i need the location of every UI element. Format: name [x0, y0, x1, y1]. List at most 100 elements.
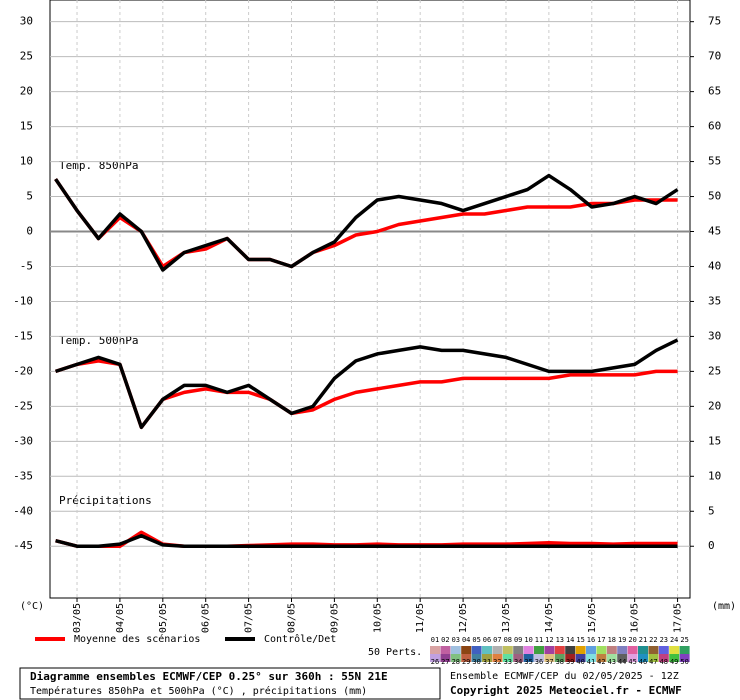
y2-tick-label: 10 — [708, 469, 721, 482]
perturbation-label: 09 — [514, 636, 522, 644]
perturbation-label: 15 — [576, 636, 584, 644]
perturbation-swatch — [482, 646, 492, 654]
perturbation-swatch — [461, 654, 472, 662]
perturbation-swatch — [534, 654, 544, 662]
footer-title: Diagramme ensembles ECMWF/CEP 0.25° sur … — [30, 670, 388, 683]
y2-tick-label: 20 — [708, 399, 721, 412]
x-tick-label: 12/05 — [458, 603, 469, 633]
perturbation-label: 03 — [452, 636, 460, 644]
perturbation-label: 08 — [504, 636, 512, 644]
perturbation-label: 06 — [483, 636, 491, 644]
perturbation-swatch — [440, 646, 451, 654]
perturbation-swatch — [586, 654, 596, 662]
y2-tick-label: 25 — [708, 364, 721, 377]
y-unit: (°C) — [20, 601, 44, 612]
x-tick-label: 13/05 — [501, 603, 512, 633]
perturbation-swatch — [565, 654, 576, 662]
perturbation-label: 05 — [472, 636, 480, 644]
perturbation-swatch — [679, 646, 690, 654]
perturbation-swatch — [534, 646, 544, 654]
legend-label: Moyenne des scénarios — [74, 633, 200, 645]
perturbation-label: 24 — [670, 636, 678, 644]
y-tick-label: -30 — [13, 434, 33, 447]
y-tick-label: 0 — [26, 225, 33, 238]
perturbation-swatch — [575, 646, 586, 654]
footer-subtitle: Températures 850hPa et 500hPa (°C) , pré… — [30, 685, 367, 697]
footer-run: Ensemble ECMWF/CEP du 02/05/2025 - 12Z — [450, 671, 679, 682]
perturbation-swatch — [575, 654, 586, 662]
panel-label: Temp. 500hPa — [59, 334, 138, 347]
x-tick-label: 11/05 — [415, 603, 426, 633]
y2-tick-label: 75 — [708, 15, 721, 28]
perturbation-swatch — [492, 646, 503, 654]
perturbation-label: 49 — [670, 658, 678, 666]
perturbation-label: 30 — [472, 658, 480, 666]
legend-label: Contrôle/Det — [264, 633, 336, 645]
perturbation-swatch — [471, 654, 482, 662]
perturbation-swatch — [461, 646, 472, 654]
y-tick-label: 20 — [20, 85, 33, 98]
y-tick-label: -40 — [13, 504, 33, 517]
perturbation-label: 31 — [483, 658, 491, 666]
perturbation-label: 47 — [649, 658, 657, 666]
y-tick-label: 30 — [20, 15, 33, 28]
y-tick-label: -15 — [13, 329, 33, 342]
perturbation-swatch — [679, 654, 690, 662]
y2-tick-label: 65 — [708, 85, 721, 98]
x-tick-label: 08/05 — [287, 603, 298, 633]
perturbation-swatch — [627, 646, 638, 654]
perturbation-swatch — [492, 654, 503, 662]
y-tick-label: 5 — [26, 190, 33, 203]
perturbation-label: 14 — [566, 636, 574, 644]
perturbation-swatch — [638, 654, 648, 662]
perturbation-swatch — [513, 646, 524, 654]
footer-box — [19, 667, 441, 700]
y2-tick-label: 35 — [708, 294, 721, 307]
perturbation-label: 41 — [587, 658, 595, 666]
perturbation-swatch — [627, 654, 638, 662]
perturbation-swatch — [502, 654, 513, 662]
perturbation-swatch — [554, 654, 565, 662]
perturbation-swatch — [544, 654, 555, 662]
perturbation-swatch — [586, 646, 596, 654]
perturbation-swatch — [606, 654, 617, 662]
perturbation-swatch — [669, 654, 680, 662]
series-line — [55, 534, 678, 548]
perturbation-label: 18 — [608, 636, 616, 644]
perturbation-label: 12 — [545, 636, 553, 644]
y2-tick-label: 40 — [708, 259, 721, 272]
perturbation-label: 19 — [618, 636, 626, 644]
panel-label: Précipitations — [59, 494, 152, 507]
perturbation-label: 28 — [452, 658, 460, 666]
y2-tick-label: 55 — [708, 155, 721, 168]
y-tick-label: 25 — [20, 50, 33, 63]
y-tick-label: 10 — [20, 155, 33, 168]
y2-tick-label: 15 — [708, 434, 721, 447]
y-tick-label: -35 — [13, 469, 33, 482]
perturbation-label: 34 — [514, 658, 522, 666]
perturbation-label: 25 — [680, 636, 688, 644]
perturbation-label: 17 — [597, 636, 605, 644]
footer-copyright: Copyright 2025 Meteociel.fr - ECMWF — [450, 684, 682, 697]
y2-tick-label: 50 — [708, 190, 721, 203]
perturbation-swatch — [565, 646, 576, 654]
y-tick-label: -45 — [13, 539, 33, 552]
perturbation-label: 33 — [504, 658, 512, 666]
x-tick-label: 15/05 — [587, 603, 598, 633]
x-tick-label: 07/05 — [244, 603, 255, 633]
perturbation-swatch — [606, 646, 617, 654]
perturbation-swatch — [544, 646, 555, 654]
perturbation-label: 39 — [566, 658, 574, 666]
y2-unit: (mm) — [712, 601, 736, 612]
x-tick-label: 16/05 — [630, 603, 641, 633]
perturbation-label: 10 — [524, 636, 532, 644]
perturbation-label: 50 Perts. — [368, 647, 422, 658]
perturbation-swatch — [658, 646, 669, 654]
perturbation-swatch — [450, 654, 461, 662]
y2-tick-label: 45 — [708, 225, 721, 238]
perturbation-label: 01 — [431, 636, 439, 644]
perturbation-label: 29 — [462, 658, 470, 666]
x-tick-label: 10/05 — [372, 603, 383, 633]
x-tick-label: 05/05 — [158, 603, 169, 633]
perturbation-label: 36 — [535, 658, 543, 666]
